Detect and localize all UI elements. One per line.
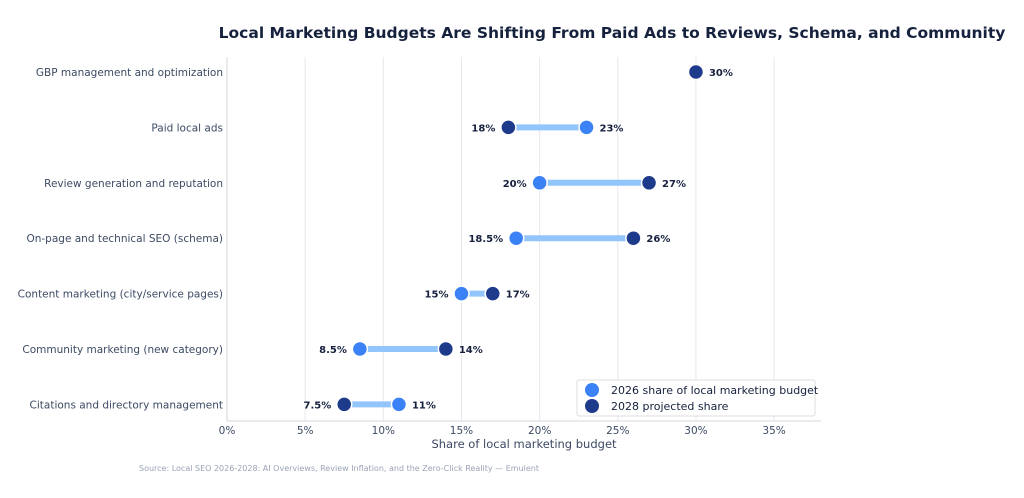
category-label-5: Community marketing (new category) xyxy=(22,344,223,356)
value-label-2028-3: 26% xyxy=(646,234,670,245)
point-2028-5 xyxy=(437,340,455,358)
category-label-0: GBP management and optimization xyxy=(36,67,223,79)
x-tick-5: 5% xyxy=(297,425,314,437)
point-2028-0 xyxy=(687,63,705,81)
value-label-2028-6: 7.5% xyxy=(304,400,332,411)
value-label-2028-0: 30% xyxy=(709,68,733,79)
point-2026-3 xyxy=(507,229,525,247)
category-label-2: Review generation and reputation xyxy=(44,178,223,190)
point-2026-6 xyxy=(390,396,408,413)
point-2028-3 xyxy=(625,229,642,247)
value-label-2026-4: 15% xyxy=(425,290,449,301)
x-tick-labels: 0% 5% 10% 15% 20% 25% 30% 35% xyxy=(219,425,786,437)
point-2028-2 xyxy=(640,174,658,192)
category-label-6: Citations and directory management xyxy=(30,399,223,411)
legend-marker-2026 xyxy=(585,383,599,397)
point-2026-4 xyxy=(453,285,470,302)
category-label-3: On-page and technical SEO (schema) xyxy=(26,233,223,245)
value-label-2028-5: 14% xyxy=(459,345,483,356)
point-2028-4 xyxy=(484,285,501,302)
value-label-2026-6: 11% xyxy=(412,400,436,411)
x-tick-30: 30% xyxy=(684,425,707,437)
category-label-4: Content marketing (city/service pages) xyxy=(18,289,223,301)
value-label-2028-2: 27% xyxy=(662,179,686,190)
value-label-2026-3: 18.5% xyxy=(468,234,503,245)
x-tick-15: 15% xyxy=(450,425,473,437)
chart-title: Local Marketing Budgets Are Shifting Fro… xyxy=(219,24,1006,42)
value-label-2028-1: 18% xyxy=(471,123,495,134)
point-2026-5 xyxy=(351,340,369,358)
x-axis-label: Share of local marketing budget xyxy=(431,437,617,451)
x-tick-20: 20% xyxy=(528,425,551,437)
data-points xyxy=(335,63,705,413)
legend: 2026 share of local marketing budget 202… xyxy=(576,379,819,417)
source-note: Source: Local SEO 2026-2028: AI Overview… xyxy=(139,464,539,473)
point-2028-1 xyxy=(500,119,517,136)
x-tick-35: 35% xyxy=(762,425,785,437)
value-labels: 30% 23% 18% 20% 27% 18.5% 26% 15% 17% 8.5% 14% 11% 7… xyxy=(304,68,733,411)
legend-label-2028: 2028 projected share xyxy=(611,400,729,413)
legend-marker-2028 xyxy=(585,399,599,413)
connectors xyxy=(344,124,650,408)
category-labels: GBP management and optimization Paid loca… xyxy=(18,67,223,411)
value-label-2028-4: 17% xyxy=(506,290,530,301)
value-label-2026-5: 8.5% xyxy=(319,345,347,356)
point-2026-1 xyxy=(578,119,595,136)
value-label-2026-1: 23% xyxy=(600,123,624,134)
x-tick-25: 25% xyxy=(606,425,629,437)
point-2026-2 xyxy=(531,174,548,192)
legend-box xyxy=(576,379,816,417)
value-label-2026-2: 20% xyxy=(503,179,527,190)
x-tick-10: 10% xyxy=(372,425,395,437)
x-tick-0: 0% xyxy=(219,425,236,437)
point-2028-6 xyxy=(335,396,353,413)
legend-label-2026: 2026 share of local marketing budget xyxy=(611,384,819,397)
category-label-1: Paid local ads xyxy=(151,122,223,134)
